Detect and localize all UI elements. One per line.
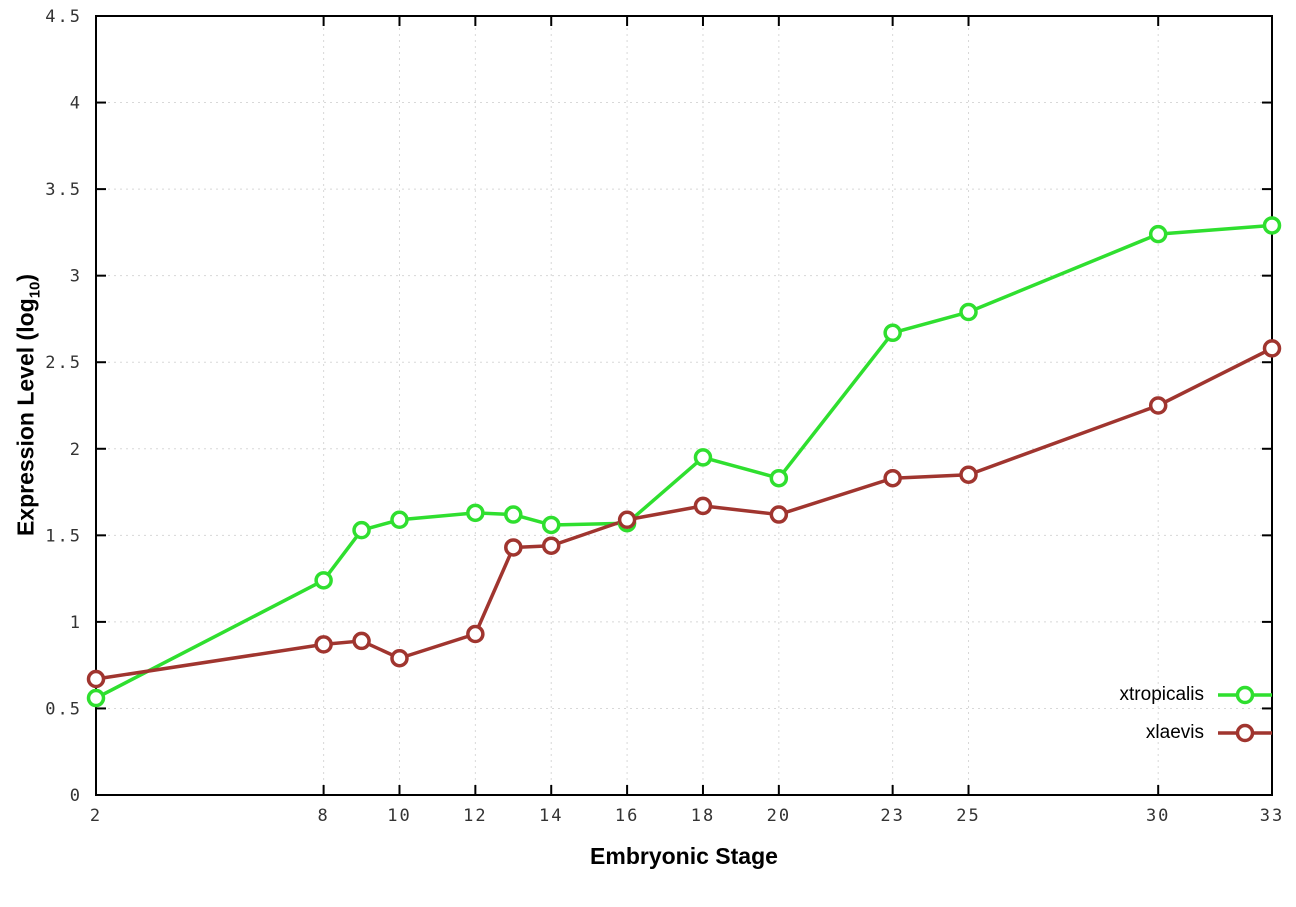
- series-line-xtropicalis: [94, 223, 1274, 700]
- y-tick-label: 3.5: [45, 180, 82, 200]
- marker-xlaevis: [693, 496, 713, 516]
- marker-xlaevis: [959, 465, 978, 484]
- marker-xtropicalis: [314, 571, 333, 590]
- y-axis-title-subscript: 10: [26, 281, 44, 299]
- x-tick-label: 25: [956, 806, 980, 826]
- marker-xlaevis: [504, 538, 523, 557]
- y-tick-label: 0: [70, 786, 82, 806]
- marker-xtropicalis: [390, 510, 409, 530]
- marker-xtropicalis: [959, 302, 978, 322]
- marker-xlaevis: [1262, 339, 1282, 358]
- legend-sample-line-icon: [1216, 683, 1274, 707]
- marker-xtropicalis: [352, 520, 371, 540]
- marker-xtropicalis: [541, 515, 561, 535]
- x-tick-label: 16: [615, 806, 639, 826]
- legend: xtropicalis xlaevis: [1120, 676, 1274, 752]
- x-tick-label: 23: [880, 806, 904, 826]
- x-tick-label: 30: [1146, 806, 1170, 826]
- series-markers-xlaevis: [86, 339, 1282, 689]
- y-tick-label: 2.5: [45, 353, 82, 373]
- legend-item-xlaevis: xlaevis: [1120, 714, 1274, 752]
- x-tick-label: 8: [317, 806, 329, 826]
- marker-xlaevis: [352, 631, 371, 651]
- marker-xlaevis: [1148, 396, 1168, 415]
- x-tick-label: 2: [90, 806, 102, 826]
- marker-xlaevis: [541, 536, 561, 555]
- y-axis-title-close: ): [12, 273, 39, 282]
- marker-xlaevis: [769, 505, 789, 524]
- marker-xlaevis: [617, 510, 637, 530]
- legend-label-xtropicalis: xtropicalis: [1119, 684, 1204, 705]
- x-tick-label: 14: [539, 806, 563, 826]
- marker-xlaevis: [86, 669, 106, 689]
- y-tick-label: 1: [70, 613, 82, 633]
- marker-xtropicalis: [883, 323, 902, 343]
- series-markers-xtropicalis: [86, 216, 1282, 708]
- legend-circle-sample: [1235, 723, 1255, 743]
- marker-xlaevis: [883, 468, 902, 488]
- series-line-xlaevis: [94, 346, 1274, 681]
- y-tick-label: 1.5: [45, 526, 82, 546]
- grid-lines: [95, 15, 1273, 796]
- legend-circle-sample: [1235, 685, 1255, 705]
- y-tick-label: 0.5: [45, 699, 82, 719]
- legend-marker-icon: [1218, 685, 1272, 705]
- marker-xlaevis: [466, 624, 485, 644]
- marker-xlaevis: [314, 635, 333, 654]
- x-tick-label: 10: [387, 806, 411, 826]
- y-axis-title-main: Expression Level (log: [12, 298, 39, 537]
- y-tick-label: 4: [70, 94, 82, 114]
- marker-xtropicalis: [769, 468, 789, 488]
- marker-xtropicalis: [1262, 216, 1282, 235]
- marker-xtropicalis: [466, 503, 485, 523]
- marker-xlaevis: [390, 648, 409, 668]
- x-tick-label: 12: [463, 806, 487, 826]
- x-tick-label: 33: [1260, 806, 1284, 826]
- legend-marker-icon: [1218, 723, 1272, 743]
- x-tick-label: 18: [691, 806, 715, 826]
- marker-xtropicalis: [86, 688, 106, 708]
- y-tick-label: 2: [70, 440, 82, 460]
- y-axis-title: Expression Level (log10): [13, 274, 44, 536]
- legend-label-xlaevis: xlaevis: [1145, 722, 1204, 743]
- legend-sample-line-icon: [1216, 721, 1274, 745]
- marker-xtropicalis: [504, 505, 523, 524]
- legend-item-xtropicalis: xtropicalis: [1120, 676, 1274, 714]
- marker-xtropicalis: [693, 448, 713, 467]
- x-axis-title: Embryonic Stage: [590, 843, 778, 869]
- y-tick-label: 4.5: [45, 7, 82, 27]
- y-tick-label: 3: [70, 267, 82, 287]
- plot-border: [95, 15, 1273, 796]
- axis-ticks: [95, 15, 1273, 796]
- x-tick-label: 20: [767, 806, 791, 826]
- marker-xtropicalis: [1148, 224, 1168, 244]
